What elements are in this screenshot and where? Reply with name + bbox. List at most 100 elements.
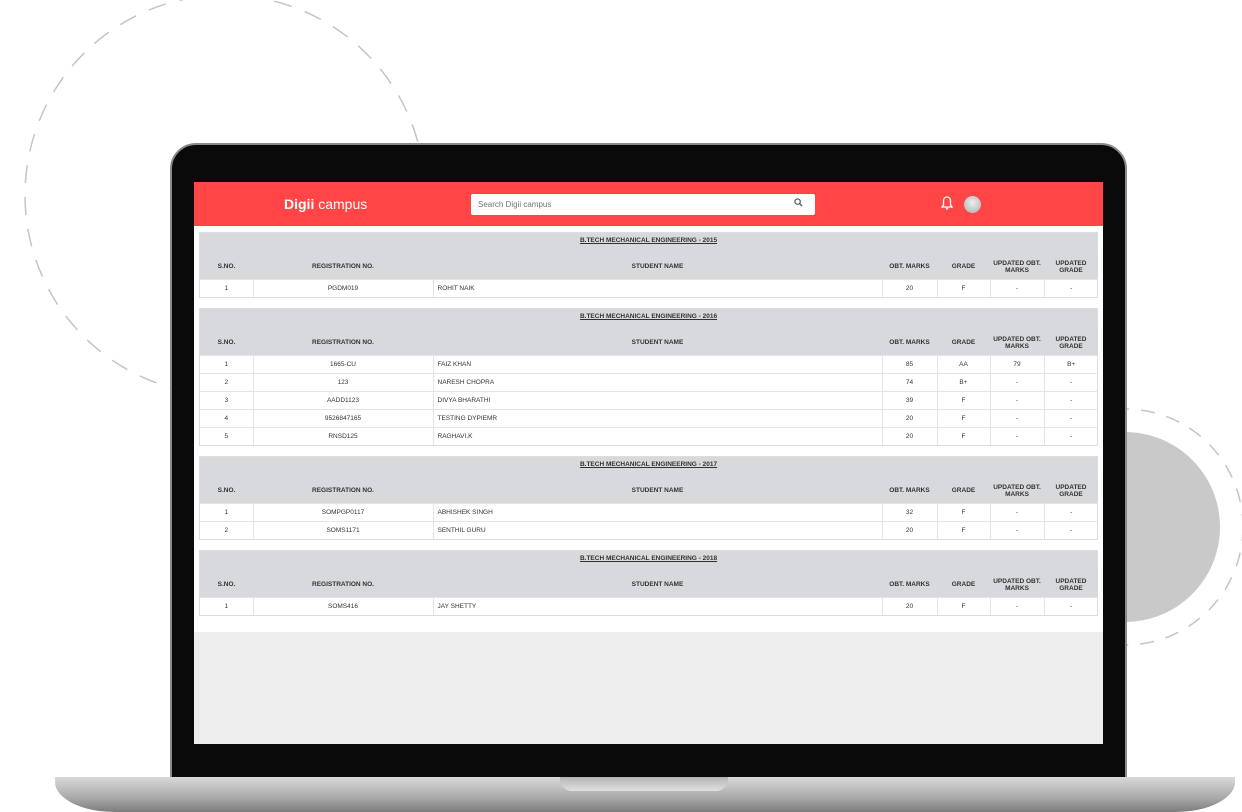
results-list: B.TECH MECHANICAL ENGINEERING - 2015 S.NO… bbox=[194, 226, 1103, 632]
table-cell: F bbox=[937, 596, 991, 615]
table-cell: 20 bbox=[882, 596, 938, 615]
table-cell: F bbox=[937, 520, 991, 539]
table-cell: 1 bbox=[200, 278, 254, 297]
table-cell: 32 bbox=[882, 502, 938, 521]
table-cell: - bbox=[990, 520, 1045, 539]
table-cell: - bbox=[990, 502, 1045, 521]
column-header: OBT. MARKS bbox=[882, 325, 937, 355]
table-cell: JAY SHETTY bbox=[433, 596, 883, 615]
top-header: Digii campus bbox=[194, 182, 1103, 226]
table-cell: - bbox=[1044, 390, 1098, 409]
table-row: 4 9526847165 TESTING DYPIEMR 20 F - - bbox=[200, 408, 1098, 427]
table-row: 3 AADD1123 DIVYA BHARATHI 39 F - - bbox=[200, 390, 1098, 409]
column-header: S.NO. bbox=[200, 249, 253, 279]
table-cell: AADD1123 bbox=[253, 390, 434, 409]
table-cell: - bbox=[1044, 372, 1098, 391]
table-cell: F bbox=[937, 408, 991, 427]
column-header: STUDENT NAME bbox=[433, 249, 882, 279]
table-cell: F bbox=[937, 390, 991, 409]
table-cell: F bbox=[937, 502, 991, 521]
column-header: UPDATED GRADE bbox=[1044, 249, 1098, 279]
table-row: 2 123 NARESH CHOPRA 74 B+ - - bbox=[200, 372, 1098, 391]
batch-section: B.TECH MECHANICAL ENGINEERING - 2017 S.NO… bbox=[199, 456, 1098, 540]
column-header: REGISTRATION NO. bbox=[253, 567, 433, 597]
section-title: B.TECH MECHANICAL ENGINEERING - 2018 bbox=[200, 551, 1097, 567]
table-cell: - bbox=[990, 408, 1045, 427]
table-cell: 1665-CU bbox=[253, 354, 434, 373]
table-cell: - bbox=[1044, 596, 1098, 615]
table-cell: RAGHAVI.K bbox=[433, 426, 883, 445]
column-header: UPDATED GRADE bbox=[1044, 473, 1098, 503]
table-cell: 4 bbox=[200, 408, 254, 427]
table-row: 1 SOMS416 JAY SHETTY 20 F - - bbox=[200, 596, 1098, 615]
table-cell: F bbox=[937, 426, 991, 445]
table-cell: 79 bbox=[990, 354, 1045, 373]
table-cell: - bbox=[990, 390, 1045, 409]
results-table: S.NO. REGISTRATION NO. STUDENT NAME OBT. MA… bbox=[200, 325, 1098, 445]
table-cell: 1 bbox=[200, 354, 254, 373]
batch-section: B.TECH MECHANICAL ENGINEERING - 2016 S.NO… bbox=[199, 308, 1098, 446]
table-cell: 20 bbox=[882, 520, 938, 539]
column-header: GRADE bbox=[937, 473, 990, 503]
column-header: REGISTRATION NO. bbox=[253, 473, 433, 503]
table-cell: 74 bbox=[882, 372, 938, 391]
avatar[interactable] bbox=[964, 196, 981, 213]
table-cell: SOMS416 bbox=[253, 596, 434, 615]
table-cell: F bbox=[937, 278, 991, 297]
table-cell: ROHIT NAIK bbox=[433, 278, 883, 297]
table-cell: - bbox=[990, 372, 1045, 391]
table-cell: ABHISHEK SINGH bbox=[433, 502, 883, 521]
table-cell: NARESH CHOPRA bbox=[433, 372, 883, 391]
batch-section: B.TECH MECHANICAL ENGINEERING - 2018 S.NO… bbox=[199, 550, 1098, 616]
column-header: GRADE bbox=[937, 249, 990, 279]
column-header: REGISTRATION NO. bbox=[253, 249, 433, 279]
column-header: UPDATED GRADE bbox=[1044, 567, 1098, 597]
app-screen: Digii campus B.TECH MECHANICAL ENGINEERI… bbox=[194, 182, 1103, 744]
table-cell: 2 bbox=[200, 520, 254, 539]
table-row: 5 RNSD125 RAGHAVI.K 20 F - - bbox=[200, 426, 1098, 445]
table-cell: PGDM019 bbox=[253, 278, 434, 297]
batch-section: B.TECH MECHANICAL ENGINEERING - 2015 S.NO… bbox=[199, 232, 1098, 298]
search-icon[interactable] bbox=[794, 198, 803, 207]
column-header: REGISTRATION NO. bbox=[253, 325, 433, 355]
table-cell: B+ bbox=[937, 372, 991, 391]
table-cell: - bbox=[990, 278, 1045, 297]
column-header: UPDATED OBT. MARKS bbox=[990, 567, 1044, 597]
table-cell: - bbox=[1044, 426, 1098, 445]
table-cell: AA bbox=[937, 354, 991, 373]
section-title: B.TECH MECHANICAL ENGINEERING - 2017 bbox=[200, 457, 1097, 473]
table-cell: 3 bbox=[200, 390, 254, 409]
table-cell: - bbox=[1044, 408, 1098, 427]
table-cell: 1 bbox=[200, 596, 254, 615]
column-header: UPDATED OBT. MARKS bbox=[990, 325, 1044, 355]
table-cell: - bbox=[990, 596, 1045, 615]
column-header: STUDENT NAME bbox=[433, 567, 882, 597]
table-cell: 9526847165 bbox=[253, 408, 434, 427]
table-cell: SENTHIL GURU bbox=[433, 520, 883, 539]
table-cell: - bbox=[1044, 278, 1098, 297]
table-row: 2 SOMS1171 SENTHIL GURU 20 F - - bbox=[200, 520, 1098, 539]
column-header: STUDENT NAME bbox=[433, 325, 882, 355]
table-cell: - bbox=[1044, 520, 1098, 539]
column-header: UPDATED GRADE bbox=[1044, 325, 1098, 355]
section-title: B.TECH MECHANICAL ENGINEERING - 2016 bbox=[200, 309, 1097, 325]
table-cell: TESTING DYPIEMR bbox=[433, 408, 883, 427]
table-cell: 5 bbox=[200, 426, 254, 445]
table-cell: 1 bbox=[200, 502, 254, 521]
table-cell: - bbox=[1044, 502, 1098, 521]
table-cell: B+ bbox=[1044, 354, 1098, 373]
logo[interactable]: Digii campus bbox=[284, 196, 368, 212]
search-input[interactable] bbox=[471, 194, 815, 215]
table-row: 1 PGDM019 ROHIT NAIK 20 F - - bbox=[200, 278, 1098, 297]
column-header: OBT. MARKS bbox=[882, 473, 937, 503]
section-title: B.TECH MECHANICAL ENGINEERING - 2015 bbox=[200, 233, 1097, 249]
results-table: S.NO. REGISTRATION NO. STUDENT NAME OBT. MA… bbox=[200, 249, 1098, 297]
column-header: UPDATED OBT. MARKS bbox=[990, 473, 1044, 503]
column-header: S.NO. bbox=[200, 325, 253, 355]
table-cell: 20 bbox=[882, 408, 938, 427]
results-table: S.NO. REGISTRATION NO. STUDENT NAME OBT. MA… bbox=[200, 473, 1098, 539]
table-cell: 2 bbox=[200, 372, 254, 391]
bell-icon[interactable] bbox=[941, 196, 953, 210]
table-cell: 20 bbox=[882, 426, 938, 445]
table-cell: 39 bbox=[882, 390, 938, 409]
